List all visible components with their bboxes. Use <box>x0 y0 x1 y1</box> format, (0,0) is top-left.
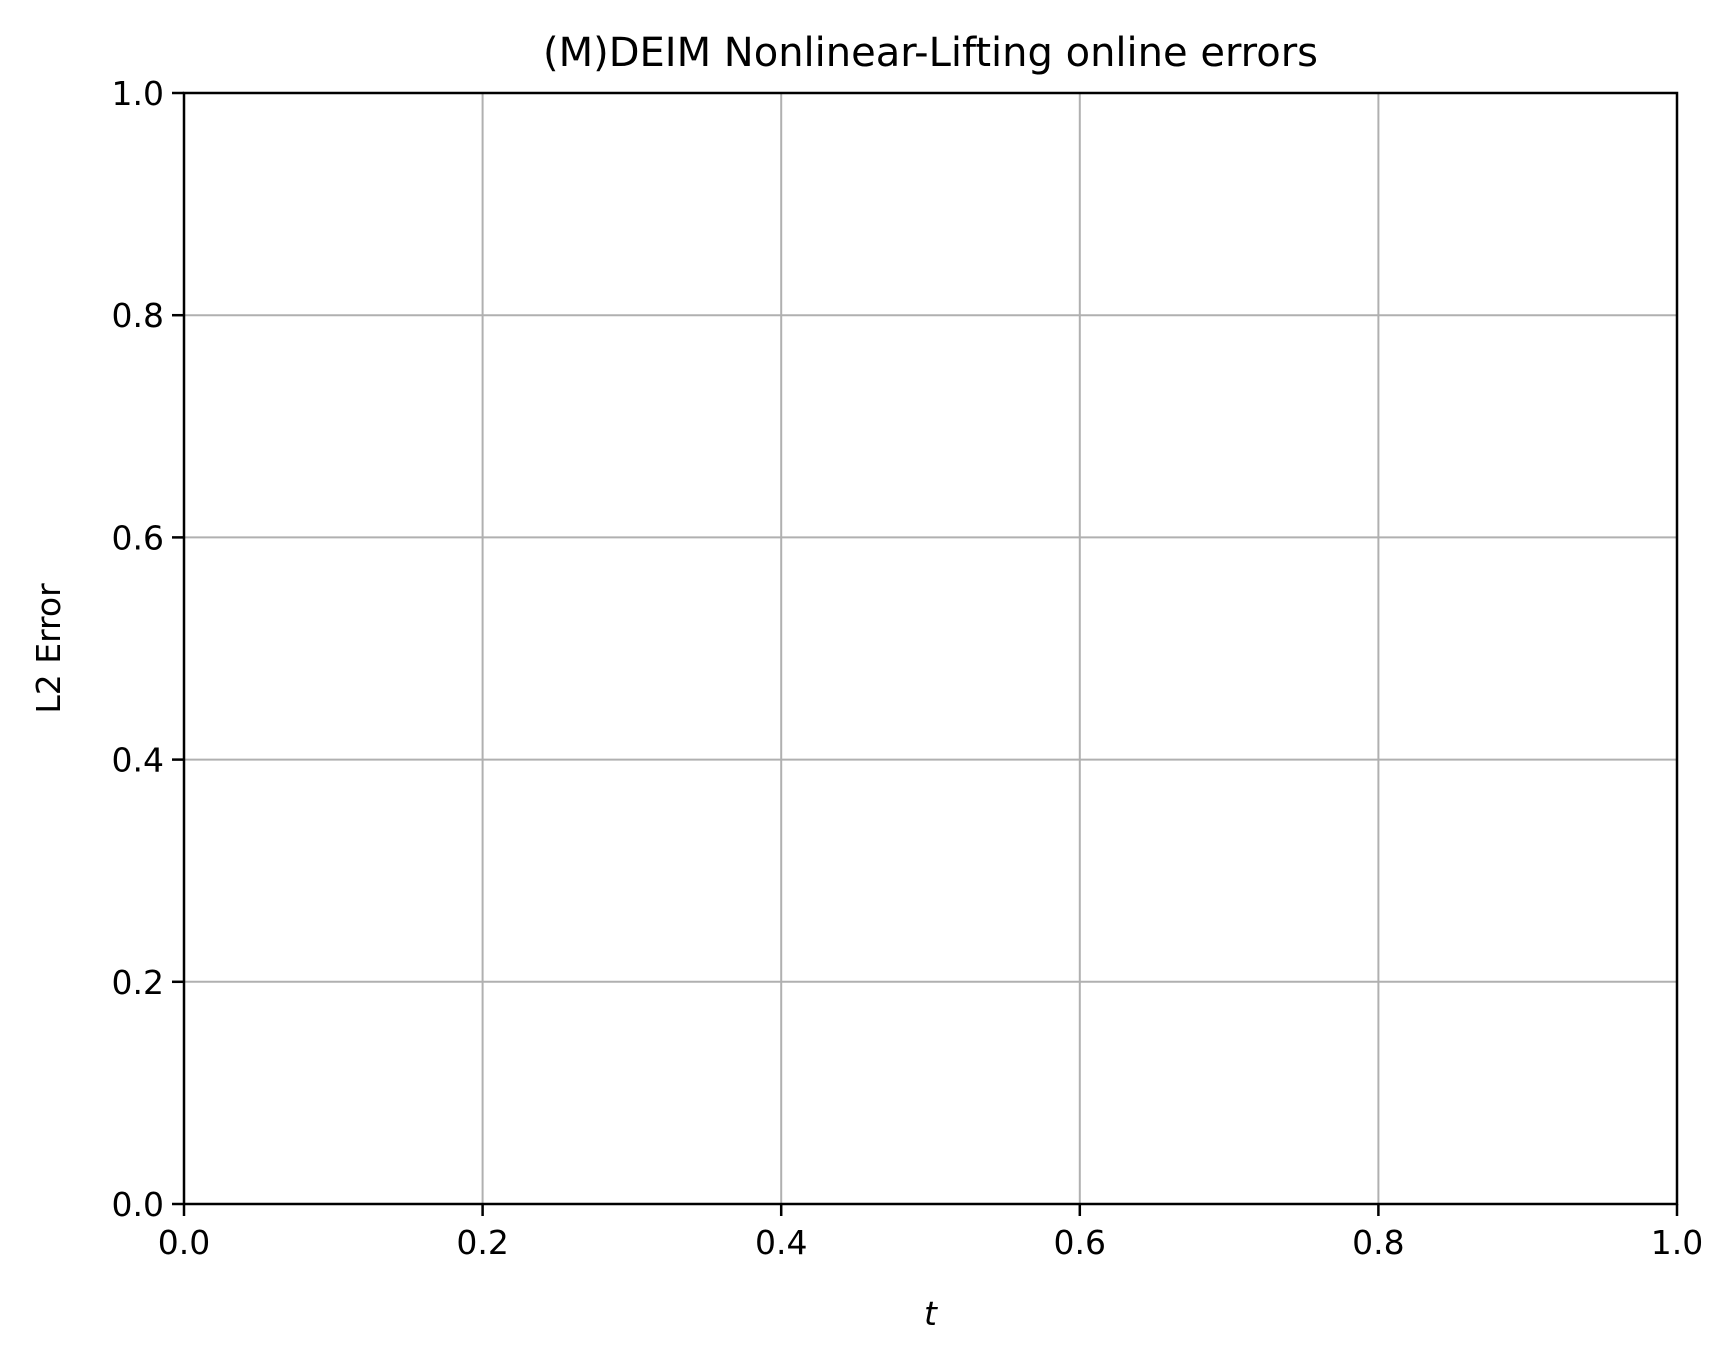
y-tick-label: 0.2 <box>112 963 164 1002</box>
chart-title: (M)DEIM Nonlinear-Lifting online errors <box>543 30 1318 76</box>
x-tick-label: 0.4 <box>755 1223 807 1262</box>
y-axis-title: L2 Error <box>29 583 68 714</box>
y-tick-label: 0.4 <box>112 741 164 780</box>
x-axis-title: t <box>924 1294 938 1333</box>
x-tick-label: 0.6 <box>1054 1223 1106 1262</box>
x-tick-label: 0.2 <box>456 1223 508 1262</box>
y-tick-label: 0.6 <box>112 518 164 557</box>
y-tick-label: 0.8 <box>112 296 164 335</box>
axis-ticks: 0.0 0.2 0.4 0.6 0.8 1.0 0.0 0.2 0.4 0.6 0.8 1.0 <box>112 74 1704 1262</box>
x-tick-label: 1.0 <box>1651 1223 1703 1262</box>
y-tick-label: 0.0 <box>112 1185 164 1224</box>
x-tick-label: 0.0 <box>158 1223 210 1262</box>
y-tick-label: 1.0 <box>112 74 164 113</box>
x-tick-label: 0.8 <box>1352 1223 1404 1262</box>
plot-frame <box>182 91 1679 1206</box>
